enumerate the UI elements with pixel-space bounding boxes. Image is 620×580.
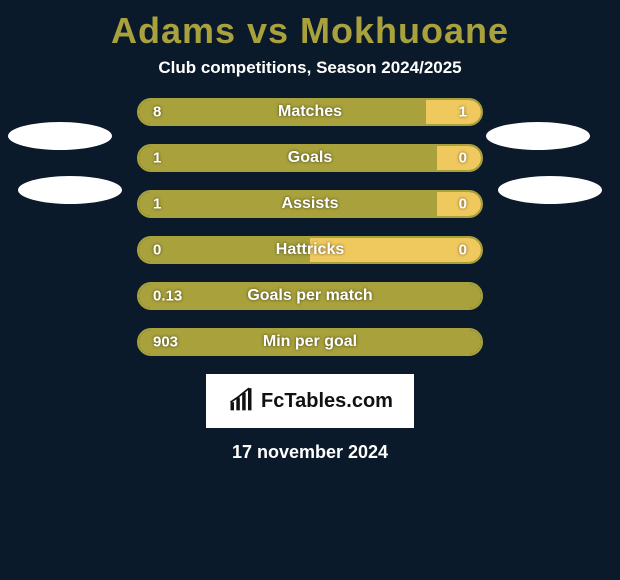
subtitle: Club competitions, Season 2024/2025 <box>0 58 620 98</box>
player-avatar-placeholder <box>18 176 122 204</box>
logo-box: FcTables.com <box>206 374 414 428</box>
stat-left-value: 1 <box>153 150 161 167</box>
stat-label: Assists <box>282 195 339 213</box>
stat-left-value: 1 <box>153 196 161 213</box>
stat-right-value: 0 <box>459 242 467 259</box>
stat-right-value: 0 <box>459 150 467 167</box>
stat-label: Matches <box>278 103 342 121</box>
player-avatar-placeholder <box>486 122 590 150</box>
stat-left-value: 903 <box>153 334 178 351</box>
stat-bar-right-fill <box>426 100 481 124</box>
page-title: Adams vs Mokhuoane <box>0 0 620 58</box>
stat-bar: 8 1 Matches <box>137 98 483 126</box>
comparison-bars: 8 1 Matches 1 0 Goals 1 0 Assists 0 0 Hattricks 0.13… <box>137 98 483 356</box>
stat-bar: 0 0 Hattricks <box>137 236 483 264</box>
player-avatar-placeholder <box>498 176 602 204</box>
stat-label: Goals per match <box>247 287 372 305</box>
stat-right-value: 0 <box>459 196 467 213</box>
stat-left-value: 8 <box>153 104 161 121</box>
stat-left-value: 0 <box>153 242 161 259</box>
date-line: 17 november 2024 <box>0 442 620 463</box>
stat-left-value: 0.13 <box>153 288 182 305</box>
stat-bar: 903 Min per goal <box>137 328 483 356</box>
stat-label: Min per goal <box>263 333 357 351</box>
stat-bar: 0.13 Goals per match <box>137 282 483 310</box>
bar-chart-icon <box>227 387 255 415</box>
stat-bar: 1 0 Assists <box>137 190 483 218</box>
stat-right-value: 1 <box>459 104 467 121</box>
stat-bar: 1 0 Goals <box>137 144 483 172</box>
stat-label: Goals <box>288 149 332 167</box>
player-avatar-placeholder <box>8 122 112 150</box>
logo-text: FcTables.com <box>261 390 393 413</box>
stat-label: Hattricks <box>276 241 344 259</box>
